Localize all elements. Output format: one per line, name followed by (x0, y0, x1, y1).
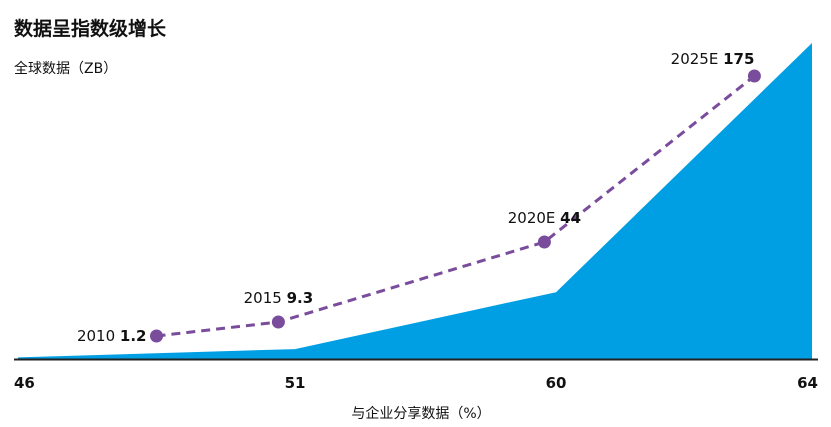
data-label-year: 2015 (244, 289, 287, 307)
data-label: 2015 9.3 (244, 289, 314, 307)
data-label: 2010 1.2 (77, 327, 147, 345)
data-point (271, 315, 285, 329)
chart-title: 数据呈指数级增长 (14, 18, 167, 40)
data-label: 2020E 44 (508, 209, 581, 227)
x-tick-label: 46 (14, 374, 35, 392)
data-label-value: 44 (560, 209, 581, 227)
area-series (18, 43, 812, 359)
data-label-value: 9.3 (287, 289, 314, 307)
data-point (747, 69, 761, 83)
data-label-value: 1.2 (120, 327, 147, 345)
trend-line (156, 74, 756, 338)
x-axis-label: 与企业分享数据（%） (351, 405, 490, 422)
data-label-year: 2010 (77, 327, 120, 345)
x-tick-label: 60 (546, 374, 567, 392)
data-point (537, 235, 551, 249)
y-unit-label: 全球数据（ZB） (14, 61, 118, 77)
data-point (150, 329, 163, 343)
data-label-year: 2020E (508, 209, 560, 227)
x-tick-label: 51 (285, 374, 306, 392)
data-label-value: 175 (723, 50, 754, 68)
x-tick-label: 64 (797, 374, 818, 392)
data-label: 2025E 175 (671, 50, 755, 68)
data-label-year: 2025E (671, 50, 723, 68)
